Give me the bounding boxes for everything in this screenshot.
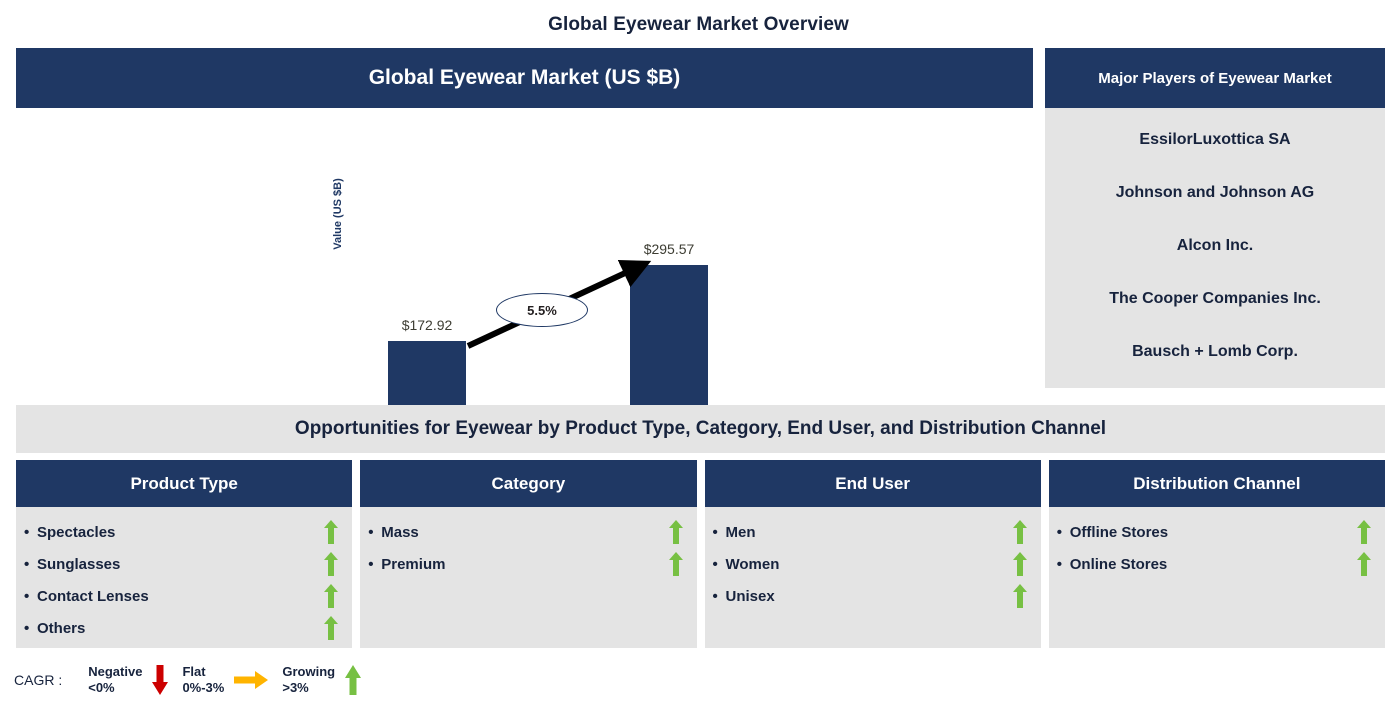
bullet-icon: • (368, 555, 374, 573)
legend-growing-range: >3% (282, 680, 309, 695)
list-item: • Offline Stores (1057, 516, 1373, 548)
list-item: • Spectacles (24, 516, 340, 548)
list-item: • Women (713, 548, 1029, 580)
list-item: Bausch + Lomb Corp. (1132, 342, 1298, 360)
legend-negative-text: Negative <0% (88, 664, 142, 697)
segment-item-label: Offline Stores (1069, 523, 1169, 541)
list-item: The Cooper Companies Inc. (1109, 289, 1321, 307)
list-item: • Mass (368, 516, 684, 548)
bullet-icon: • (24, 619, 30, 637)
legend-flat-range: 0%-3% (182, 680, 225, 695)
opportunities-banner: Opportunities for Eyewear by Product Typ… (16, 405, 1385, 453)
legend-growing-text: Growing >3% (282, 664, 335, 697)
bullet-icon: • (24, 523, 30, 541)
legend-growing-label: Growing (282, 663, 336, 679)
cagr-callout: 5.5% (496, 293, 588, 327)
chart-panel: Global Eyewear Market (US $B) Value (US … (16, 48, 1033, 497)
major-players-panel: Major Players of Eyewear Market EssilorL… (1045, 48, 1385, 388)
list-item: • Others (24, 612, 340, 644)
arrow-up-green-icon (1357, 552, 1373, 576)
chart-panel-header: Global Eyewear Market (US $B) (16, 48, 1033, 108)
segment-column-end-user: End User • Men • Women • Unisex (704, 460, 1041, 648)
arrow-down-red-icon (152, 665, 169, 695)
segment-header-distribution-channel: Distribution Channel (1048, 460, 1385, 507)
segment-column-distribution-channel: Distribution Channel • Offline Stores • … (1048, 460, 1385, 648)
legend-entry-negative: Negative <0% (88, 664, 169, 697)
arrow-up-green-icon (324, 520, 340, 544)
chart-plot-area: Value (US $B) $172.92 $295.57 2026 2035 … (16, 108, 1033, 497)
major-players-list: EssilorLuxottica SA Johnson and Johnson … (1045, 108, 1385, 388)
bullet-icon: • (1056, 523, 1063, 541)
segment-column-product-type: Product Type • Spectacles • Sunglasses •… (16, 460, 353, 648)
arrow-up-green-icon (668, 520, 685, 544)
segment-body-distribution-channel: • Offline Stores • Online Stores (1048, 507, 1385, 648)
legend-flat-label: Flat (182, 663, 206, 679)
segment-item-label: Sunglasses (37, 555, 121, 573)
legend-negative-range: <0% (88, 680, 115, 695)
list-item: • Premium (368, 548, 684, 580)
major-players-header: Major Players of Eyewear Market (1045, 48, 1385, 108)
list-item: • Men (713, 516, 1029, 548)
list-item: EssilorLuxottica SA (1139, 131, 1291, 149)
bullet-icon: • (368, 523, 374, 541)
list-item: Johnson and Johnson AG (1115, 184, 1315, 202)
arrow-up-green-icon (1012, 584, 1029, 608)
bullet-icon: • (24, 587, 30, 605)
segment-body-product-type: • Spectacles • Sunglasses • Contact Lens… (16, 507, 353, 648)
segment-header-product-type: Product Type (16, 460, 353, 507)
segment-header-end-user: End User (704, 460, 1041, 507)
bullet-icon: • (712, 555, 718, 573)
segment-item-label: Women (725, 555, 780, 573)
arrow-up-green-icon (324, 616, 340, 640)
arrow-up-green-icon (324, 584, 340, 608)
arrow-up-green-icon (1357, 520, 1373, 544)
bullet-icon: • (712, 523, 718, 541)
page-title: Global Eyewear Market Overview (548, 14, 849, 35)
bullet-icon: • (712, 587, 718, 605)
segment-body-end-user: • Men • Women • Unisex (704, 507, 1041, 648)
bullet-icon: • (1056, 555, 1063, 573)
arrow-up-green-icon (668, 552, 685, 576)
bar-value-2035: $295.57 (643, 241, 695, 257)
arrow-up-green-icon (324, 552, 340, 576)
segment-body-category: • Mass • Premium (360, 507, 697, 648)
bar-value-2026: $172.92 (401, 317, 453, 333)
segment-item-label: Others (37, 619, 86, 637)
arrow-up-green-icon (345, 665, 362, 695)
list-item: • Unisex (713, 580, 1029, 612)
list-item: • Contact Lenses (24, 580, 340, 612)
cagr-legend-title: CAGR : (14, 672, 63, 688)
arrow-up-green-icon (1012, 552, 1029, 576)
chart-y-axis-label: Value (US $B) (332, 178, 344, 250)
segment-item-label: Mass (381, 523, 419, 541)
list-item: • Sunglasses (24, 548, 340, 580)
segments-grid: Product Type • Spectacles • Sunglasses •… (16, 460, 1385, 648)
segment-item-label: Spectacles (37, 523, 116, 541)
segment-item-label: Contact Lenses (37, 587, 149, 605)
arrow-up-green-icon (1012, 520, 1029, 544)
bullet-icon: • (24, 555, 30, 573)
segment-item-label: Men (725, 523, 756, 541)
segment-header-category: Category (360, 460, 697, 507)
legend-entry-growing: Growing >3% (282, 664, 362, 697)
list-item: Alcon Inc. (1176, 236, 1254, 254)
segment-item-label: Unisex (725, 587, 775, 605)
segment-column-category: Category • Mass • Premium (360, 460, 697, 648)
segment-item-label: Online Stores (1069, 555, 1168, 573)
legend-entry-flat: Flat 0%-3% (182, 664, 269, 697)
segment-item-label: Premium (381, 555, 446, 573)
arrow-right-orange-icon (234, 671, 269, 689)
legend-flat-text: Flat 0%-3% (182, 664, 224, 697)
cagr-legend: CAGR : Negative <0% Flat 0%-3% Growing >… (14, 658, 375, 702)
list-item: • Online Stores (1057, 548, 1373, 580)
legend-negative-label: Negative (88, 663, 143, 679)
